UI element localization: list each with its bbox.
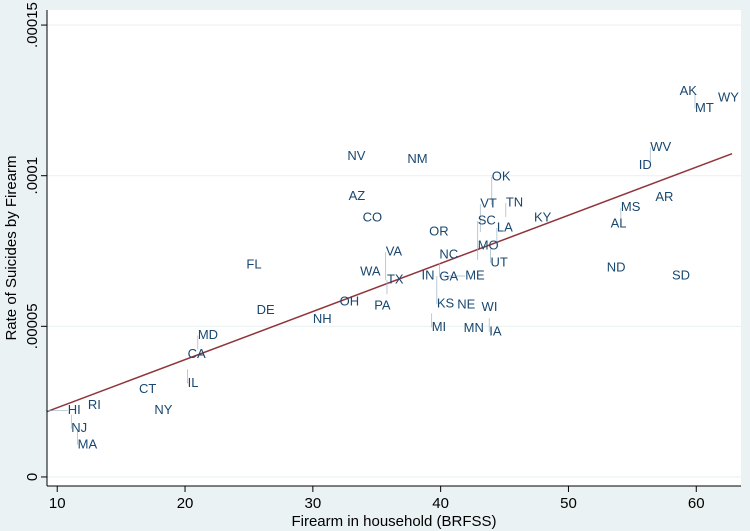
point-label-fl: FL <box>246 257 261 272</box>
label-leader-lines <box>45 94 696 445</box>
point-label-sd: SD <box>672 267 690 282</box>
point-label-ky: KY <box>534 209 552 224</box>
point-label-nd: ND <box>607 260 626 275</box>
point-label-ms: MS <box>621 199 641 214</box>
y-tick-label: .0001 <box>24 157 41 195</box>
fit-line-group <box>46 153 733 413</box>
point-label-sc: SC <box>478 212 496 227</box>
x-tick-label: 20 <box>177 495 194 512</box>
point-label-az: AZ <box>349 188 366 203</box>
y-tick-label: 0 <box>24 473 41 481</box>
point-label-nj: NJ <box>71 420 87 435</box>
point-label-md: MD <box>198 327 218 342</box>
point-label-wi: WI <box>482 299 498 314</box>
point-label-vt: VT <box>480 195 497 210</box>
point-label-ne: NE <box>457 297 475 312</box>
point-label-la: LA <box>497 219 513 234</box>
point-label-hi: HI <box>68 402 81 417</box>
point-label-ut: UT <box>490 254 507 269</box>
point-label-il: IL <box>188 375 199 390</box>
point-label-ar: AR <box>655 189 673 204</box>
point-label-mt: MT <box>695 100 714 115</box>
y-tick-label: .00015 <box>24 2 41 48</box>
point-label-mn: MN <box>464 320 484 335</box>
x-tick-label: 10 <box>49 495 66 512</box>
point-label-mi: MI <box>432 319 446 334</box>
y-axis-title: Rate of Suicides by Firearm <box>3 155 20 340</box>
point-label-ok: OK <box>492 168 511 183</box>
point-label-ia: IA <box>489 324 502 339</box>
point-label-or: OR <box>429 223 449 238</box>
point-label-nm: NM <box>407 151 427 166</box>
x-tick-label: 60 <box>688 495 705 512</box>
point-label-al: AL <box>611 215 627 230</box>
point-label-ca: CA <box>188 346 206 361</box>
point-label-id: ID <box>639 157 652 172</box>
point-label-nh: NH <box>313 311 332 326</box>
point-label-in: IN <box>421 267 434 282</box>
y-tick-label: .00005 <box>24 303 41 349</box>
point-label-co: CO <box>363 209 383 224</box>
plot-area <box>47 10 741 486</box>
gridlines <box>47 24 741 478</box>
x-tick-label: 30 <box>304 495 321 512</box>
x-tick-label: 50 <box>560 495 577 512</box>
point-label-va: VA <box>386 244 403 259</box>
point-label-tn: TN <box>506 194 523 209</box>
point-label-nv: NV <box>347 148 365 163</box>
point-label-ga: GA <box>439 269 458 284</box>
x-axis-title: Firearm in household (BRFSS) <box>291 513 496 530</box>
point-label-wv: WV <box>650 139 671 154</box>
point-label-de: DE <box>257 302 275 317</box>
point-label-wa: WA <box>360 264 381 279</box>
point-label-oh: OH <box>340 294 360 309</box>
point-label-ct: CT <box>139 381 156 396</box>
fitted-line <box>46 153 733 413</box>
point-label-mo: MO <box>478 237 499 252</box>
axes: 0 .00005 .0001 .00015 10 20 30 40 50 60 <box>24 2 741 512</box>
point-label-ri: RI <box>88 397 101 412</box>
point-label-pa: PA <box>374 298 391 313</box>
x-tick-label: 40 <box>432 495 449 512</box>
point-label-tx: TX <box>387 272 404 287</box>
point-label-wy: WY <box>718 90 739 105</box>
point-label-nc: NC <box>439 246 458 261</box>
point-label-ny: NY <box>154 402 172 417</box>
point-label-ks: KS <box>437 295 455 310</box>
point-label-ma: MA <box>78 436 98 451</box>
point-label-ak: AK <box>680 83 698 98</box>
point-label-me: ME <box>465 267 485 282</box>
